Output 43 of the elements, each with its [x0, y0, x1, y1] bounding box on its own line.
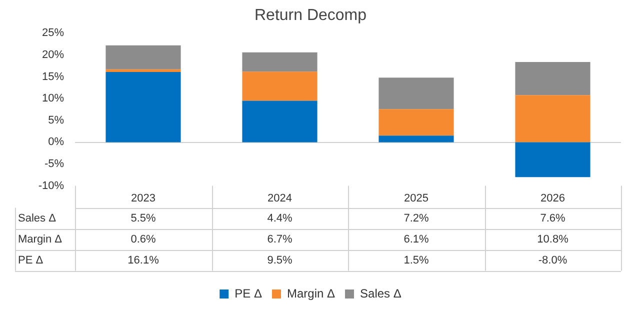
data-label: 6.1% — [404, 233, 429, 246]
y-tick-label: -10% — [38, 180, 64, 192]
y-tick-label: -5% — [44, 158, 64, 170]
chart-title: Return Decomp — [254, 7, 367, 24]
bar — [378, 78, 454, 110]
data-label: 4.4% — [267, 212, 292, 224]
data-label: -8.0% — [538, 254, 568, 266]
data-label: 5.5% — [130, 212, 156, 224]
y-tick-label: 20% — [42, 49, 64, 62]
data-label: 16.1% — [128, 254, 160, 266]
text: Margin Δ — [18, 233, 62, 246]
data-label: 1.5% — [404, 254, 429, 266]
bar — [378, 109, 454, 136]
bar — [242, 72, 318, 101]
bar — [515, 62, 590, 96]
bar — [106, 45, 181, 70]
y-tick-label: 25% — [42, 27, 64, 40]
text: PE Δ — [18, 254, 44, 266]
data-label: 9.5% — [267, 254, 292, 266]
bar — [242, 52, 318, 72]
data-label: 10.8% — [537, 233, 569, 246]
x-tick-label: 2026 — [540, 192, 565, 204]
bar — [242, 100, 318, 142]
bar — [515, 95, 590, 142]
bar — [515, 142, 590, 178]
y-tick-label: 10% — [42, 92, 64, 105]
legend-label: Sales Δ — [360, 286, 402, 300]
data-label: 7.2% — [404, 212, 429, 224]
x-tick-label: 2024 — [268, 192, 292, 204]
bar — [106, 72, 181, 142]
legend-label: Margin Δ — [286, 286, 336, 300]
y-tick-label: 0% — [48, 136, 64, 148]
data-label: 6.7% — [267, 233, 292, 246]
text: Sales Δ — [18, 212, 56, 224]
x-tick-label: 2023 — [131, 192, 156, 204]
legend-label: PE Δ — [234, 286, 262, 300]
data-label: 0.6% — [130, 233, 156, 246]
bar — [106, 69, 181, 72]
bar — [378, 136, 454, 142]
y-tick-label: 15% — [42, 70, 64, 83]
data-label: 7.6% — [540, 212, 566, 224]
y-tick-label: 5% — [48, 114, 64, 126]
x-tick-label: 2025 — [404, 192, 428, 204]
